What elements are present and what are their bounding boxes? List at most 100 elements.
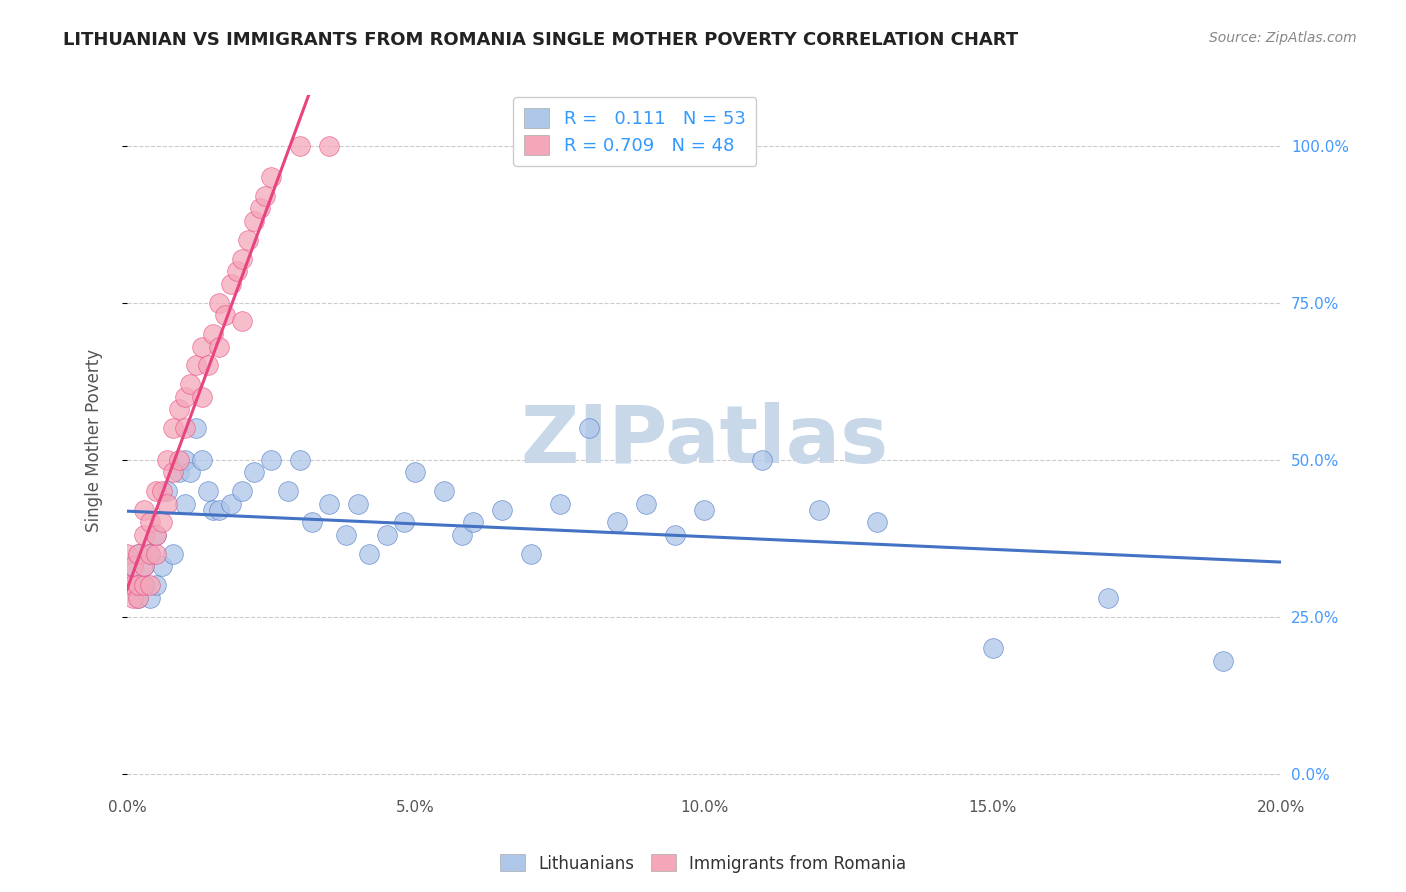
Point [346, 497, 368, 511]
Y-axis label: Single Mother Poverty: Single Mother Poverty [86, 350, 103, 533]
Point [208, 340, 231, 354]
Point [145, 528, 167, 542]
Point [162, 547, 184, 561]
Point [231, 252, 253, 266]
Point [134, 578, 156, 592]
Point [214, 308, 236, 322]
Point [404, 465, 426, 479]
Point [548, 497, 571, 511]
Text: ZIPatlas: ZIPatlas [520, 401, 889, 480]
Point [636, 497, 658, 511]
Point [127, 591, 149, 605]
Point [288, 138, 311, 153]
Point [301, 516, 323, 530]
Point [208, 503, 231, 517]
Point [254, 189, 277, 203]
Point [173, 452, 195, 467]
Point [162, 465, 184, 479]
Point [121, 559, 143, 574]
Point [491, 503, 513, 517]
Point [277, 484, 299, 499]
Point [179, 377, 201, 392]
Point [191, 340, 214, 354]
Point [463, 516, 485, 530]
Point [751, 452, 773, 467]
Point [134, 559, 156, 574]
Point [134, 503, 156, 517]
Point [150, 559, 173, 574]
Point [219, 497, 242, 511]
Point [1212, 654, 1234, 668]
Point [145, 547, 167, 561]
Point [981, 641, 1004, 656]
Point [167, 402, 190, 417]
Point [173, 421, 195, 435]
Point [450, 528, 472, 542]
Point [191, 390, 214, 404]
Text: LITHUANIAN VS IMMIGRANTS FROM ROMANIA SINGLE MOTHER POVERTY CORRELATION CHART: LITHUANIAN VS IMMIGRANTS FROM ROMANIA SI… [63, 31, 1018, 49]
Point [127, 591, 149, 605]
Point [121, 578, 143, 592]
Point [606, 516, 628, 530]
Point [121, 559, 143, 574]
Point [433, 484, 456, 499]
Point [150, 484, 173, 499]
Text: Source: ZipAtlas.com: Source: ZipAtlas.com [1209, 31, 1357, 45]
Point [202, 326, 225, 341]
Point [156, 484, 179, 499]
Point [156, 497, 179, 511]
Point [808, 503, 831, 517]
Point [208, 295, 231, 310]
Point [145, 578, 167, 592]
Point [121, 578, 143, 592]
Point [866, 516, 889, 530]
Point [664, 528, 686, 542]
Point [115, 578, 138, 592]
Point [359, 547, 381, 561]
Point [375, 528, 398, 542]
Point [243, 465, 266, 479]
Point [127, 547, 149, 561]
Point [318, 497, 340, 511]
Point [197, 359, 219, 373]
Point [243, 214, 266, 228]
Point [121, 591, 143, 605]
Point [139, 547, 162, 561]
Point [162, 421, 184, 435]
Point [231, 484, 253, 499]
Point [156, 452, 179, 467]
Point [335, 528, 357, 542]
Legend: R =   0.111   N = 53, R = 0.709   N = 48: R = 0.111 N = 53, R = 0.709 N = 48 [513, 97, 756, 166]
Point [145, 528, 167, 542]
Point [139, 578, 162, 592]
Point [392, 516, 415, 530]
Point [693, 503, 716, 517]
Point [191, 452, 214, 467]
Point [173, 390, 195, 404]
Point [139, 516, 162, 530]
Point [179, 465, 201, 479]
Point [127, 547, 149, 561]
Point [236, 233, 259, 247]
Point [202, 503, 225, 517]
Point [186, 359, 208, 373]
Point [139, 547, 162, 561]
Point [167, 465, 190, 479]
Point [134, 528, 156, 542]
Point [1097, 591, 1119, 605]
Point [219, 277, 242, 291]
Point [134, 559, 156, 574]
Point [134, 578, 156, 592]
Point [231, 314, 253, 328]
Point [318, 138, 340, 153]
Point [173, 497, 195, 511]
Point [150, 516, 173, 530]
Point [260, 452, 283, 467]
Point [288, 452, 311, 467]
Point [225, 264, 247, 278]
Point [520, 547, 543, 561]
Point [145, 484, 167, 499]
Point [197, 484, 219, 499]
Point [578, 421, 600, 435]
Point [249, 202, 271, 216]
